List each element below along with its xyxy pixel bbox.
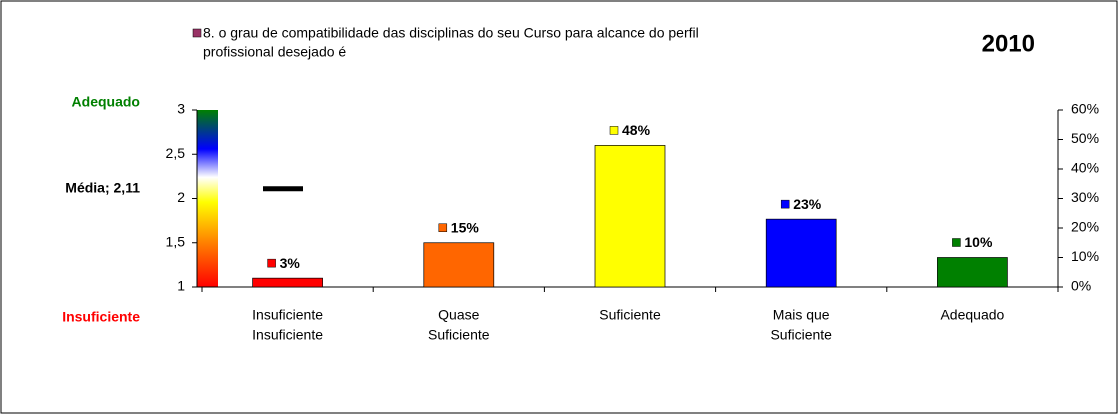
- legend-swatch: [192, 28, 202, 38]
- y2-tick-label: 50%: [1071, 130, 1099, 146]
- bar: [937, 257, 1008, 288]
- x-tick-label: Suficiente: [428, 327, 490, 343]
- scale-bottom-label: Insuficiente: [62, 309, 140, 325]
- y-tick-label: 3: [177, 101, 185, 117]
- value-label: 48%: [622, 122, 651, 138]
- value-label-swatch: [267, 258, 276, 268]
- x-tick-label: Insuficiente: [252, 307, 323, 323]
- scale-top-label: Adequado: [72, 94, 140, 110]
- y2-tick-label: 10%: [1071, 248, 1099, 264]
- y2-tick-label: 20%: [1071, 219, 1099, 235]
- y2-tick-label: 60%: [1071, 101, 1099, 117]
- bar: [765, 218, 837, 288]
- value-label: 3%: [280, 255, 301, 271]
- y-tick-label: 1,5: [166, 233, 186, 249]
- mean-label: Média; 2,11: [65, 179, 140, 195]
- color-scale: [197, 110, 218, 287]
- x-tick-label: Suficiente: [599, 307, 661, 323]
- x-tick-label: Quase: [438, 307, 479, 323]
- value-label-swatch: [952, 238, 961, 247]
- bar: [252, 277, 323, 288]
- value-label-swatch: [780, 199, 790, 209]
- y2-tick-label: 30%: [1071, 189, 1099, 205]
- y-tick-label: 2,5: [166, 145, 186, 161]
- x-tick-label: Mais que: [773, 307, 830, 323]
- bar: [594, 145, 666, 288]
- y-tick-label: 1: [177, 278, 185, 294]
- legend-text: profissional desejado é: [203, 44, 346, 60]
- value-label: 15%: [451, 219, 480, 235]
- legend-text: 8. o grau de compatibilidade das discipl…: [203, 25, 699, 41]
- x-tick-label: Insuficiente: [252, 327, 323, 343]
- x-tick-label: Suficiente: [770, 327, 832, 343]
- value-label: 10%: [964, 234, 993, 250]
- y-tick-label: 2: [177, 189, 185, 205]
- value-label-swatch: [438, 223, 448, 232]
- y2-tick-label: 0%: [1071, 278, 1091, 294]
- y2-tick-label: 40%: [1071, 160, 1099, 176]
- value-label-swatch: [609, 126, 619, 135]
- value-label: 23%: [793, 196, 822, 212]
- chart-title: 2010: [982, 30, 1035, 57]
- x-tick-label: Adequado: [940, 307, 1004, 323]
- bar: [423, 242, 495, 288]
